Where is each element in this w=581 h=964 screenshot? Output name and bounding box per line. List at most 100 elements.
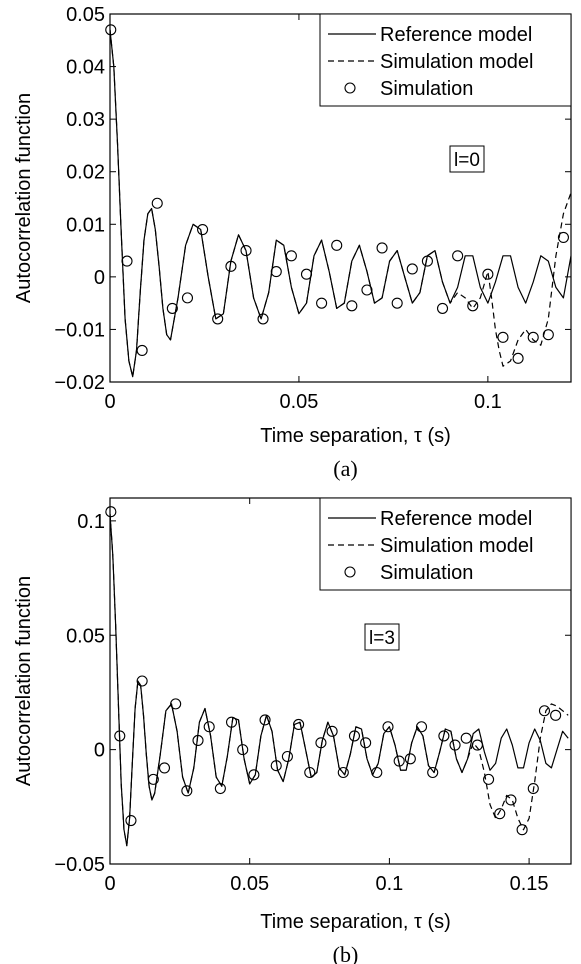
simulation-point [270, 266, 282, 278]
y-tick-label: 0.04 [66, 57, 105, 79]
simulation-point [197, 223, 209, 236]
simulation-model-line [110, 29, 571, 378]
legend-marker-circle [344, 566, 356, 578]
simulation-point [471, 739, 483, 751]
simulation-point [105, 24, 117, 36]
legend-label: Simulation [380, 562, 473, 584]
y-tick-label: −0.05 [54, 854, 105, 876]
simulation-point [212, 313, 224, 325]
chart-a: 0 0.05 0.1 −0.02 −0.01 0 0.01 0.02 0.03 0.04 0.05 T… [13, 4, 572, 481]
annotation-box [449, 145, 485, 173]
simulation-model-line [110, 513, 569, 847]
simulation-point [248, 769, 260, 781]
annotation-label: l=0 [454, 150, 480, 171]
simulation-point [225, 716, 238, 728]
simulation-point [494, 808, 506, 820]
legend-marker-circle [344, 82, 356, 94]
simulation-point [346, 300, 358, 312]
simulation-point [542, 329, 554, 341]
y-tick-label: 0.05 [66, 625, 105, 647]
simulation-point [452, 250, 464, 262]
annotation-box [364, 623, 400, 651]
simulation-point [415, 721, 428, 733]
legend-label: Simulation [380, 78, 473, 100]
x-tick-label: 0.1 [474, 391, 502, 413]
y-tick-label: 0.05 [66, 4, 105, 26]
legend-box [319, 13, 572, 107]
simulation-point [316, 297, 328, 309]
simulation-point [237, 744, 249, 756]
simulation-point [285, 250, 297, 262]
simulation-point [214, 782, 226, 795]
simulation-point [259, 714, 271, 726]
legend-label: Reference model [380, 24, 532, 46]
simulation-point [326, 725, 338, 737]
simulation-point [105, 506, 117, 518]
simulation-point [151, 197, 163, 209]
simulation-point [281, 750, 293, 763]
simulation-point [460, 732, 472, 744]
simulation-point [438, 730, 450, 742]
y-tick-label: −0.02 [54, 372, 105, 394]
simulation-point [527, 331, 539, 343]
y-axis-label: Autocorrelation function [13, 576, 35, 786]
simulation-point [467, 300, 479, 312]
simulation-point [527, 782, 539, 795]
simulation-point [170, 698, 182, 710]
simulation-point [125, 814, 137, 827]
x-axis-label: Time separation, τ (s) [260, 911, 451, 933]
simulation-point [293, 718, 305, 731]
simulation-point [391, 297, 403, 309]
plot-data [110, 513, 569, 847]
simulation-point [538, 705, 551, 717]
y-tick-label: 0 [94, 740, 105, 762]
x-tick-label: 0.15 [510, 873, 549, 895]
annotation-label: l=3 [369, 628, 395, 649]
panel-caption: (a) [333, 456, 357, 481]
simulation-point [421, 255, 433, 267]
simulation-point [376, 242, 388, 254]
y-tick-label: 0.03 [66, 109, 105, 131]
legend-box [319, 497, 572, 591]
simulation-point [393, 755, 405, 767]
x-tick-label: 0.1 [375, 873, 403, 895]
plot-data [110, 29, 571, 378]
simulation-point [512, 352, 524, 364]
y-tick-label: 0.01 [66, 214, 105, 236]
simulation-point [300, 268, 313, 280]
simulation-point [136, 675, 148, 687]
simulation-point [483, 773, 495, 785]
y-tick-label: 0.1 [77, 511, 105, 533]
simulation-point [348, 730, 361, 742]
y-tick-label: 0.02 [66, 162, 105, 184]
simulation-point [166, 302, 178, 314]
y-tick-label: −0.01 [54, 319, 105, 341]
y-tick-label: 0 [94, 267, 105, 289]
simulation-point [505, 794, 517, 806]
simulation-point [436, 302, 449, 314]
y-axis-label: Autocorrelation function [13, 93, 35, 303]
x-axis-label: Time separation, τ (s) [260, 425, 451, 447]
simulation-point [516, 824, 528, 836]
simulation-point [136, 344, 148, 357]
legend-label: Simulation model [380, 51, 533, 73]
simulation-point [257, 313, 269, 325]
panel-caption: (b) [333, 942, 359, 964]
simulation-point [181, 292, 194, 304]
x-tick-label: 0.05 [279, 391, 318, 413]
simulation-point [482, 268, 494, 280]
simulation-point [181, 785, 193, 797]
simulation-point [240, 245, 252, 257]
simulation-point [147, 773, 159, 785]
simulation-point [427, 766, 439, 779]
legend-label: Simulation model [380, 535, 533, 557]
simulation-point [404, 753, 416, 765]
simulation-point [158, 762, 171, 774]
simulation-point [557, 231, 569, 243]
simulation-point [550, 709, 562, 721]
simulation-point [270, 760, 282, 772]
x-tick-label: 0.05 [230, 873, 269, 895]
x-tick-label: 0 [104, 391, 115, 413]
